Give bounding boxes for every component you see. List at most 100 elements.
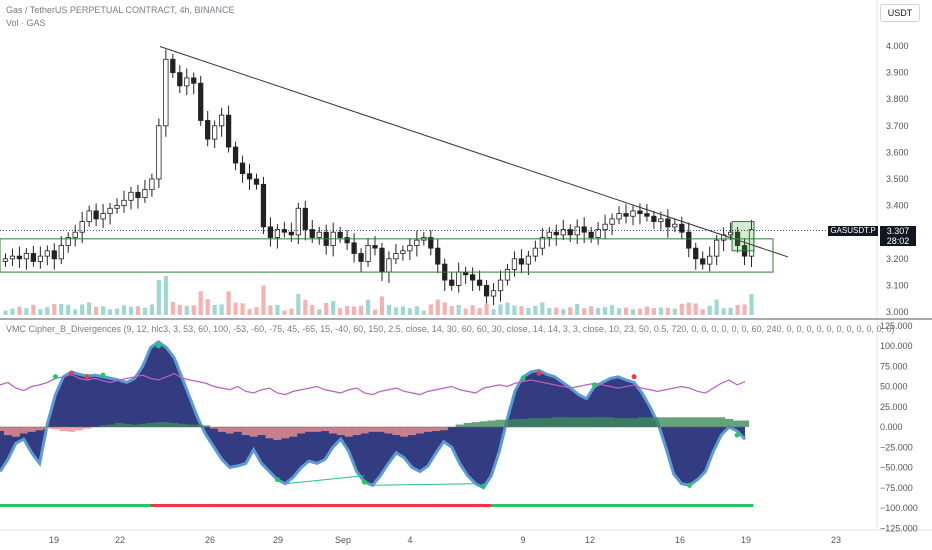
trend-strip	[134, 504, 144, 507]
volume-bar	[184, 305, 189, 315]
trend-strip	[641, 504, 651, 507]
indicator-title: VMC Cipher_B_Divergences (9, 12, hlc3, 3…	[6, 324, 895, 334]
candle-body	[184, 77, 190, 87]
money-flow-bar	[51, 427, 60, 430]
volume-bar	[66, 304, 71, 315]
volume-bar	[735, 305, 740, 315]
trend-strip	[364, 504, 373, 507]
money-flow-bar	[138, 423, 147, 427]
date-tick-label: 19	[741, 535, 751, 545]
candle-body	[281, 229, 288, 233]
candle-body	[637, 210, 643, 214]
volume-bar	[24, 308, 29, 315]
money-flow-bar	[83, 427, 92, 429]
trend-strip	[499, 504, 508, 507]
money-flow-bar	[59, 427, 68, 432]
symbol-title: Gas / TetherUS PERPETUAL CONTRACT, 4h, B…	[6, 5, 235, 15]
trend-strip	[546, 504, 556, 507]
volume-bar	[714, 299, 719, 315]
candle-body	[135, 191, 141, 199]
money-flow-bar	[313, 427, 322, 432]
volume-bar	[240, 303, 245, 315]
candle-body	[65, 237, 71, 246]
volume-bar	[198, 291, 203, 315]
candle-body	[567, 229, 573, 236]
money-flow-bar	[122, 423, 131, 427]
money-flow-bar	[423, 427, 432, 432]
money-flow-bar	[27, 427, 36, 432]
volume-bar	[17, 306, 22, 315]
money-flow-bar	[114, 422, 123, 427]
price-tick-label: 3.100	[886, 280, 909, 290]
candle-body	[44, 250, 50, 257]
candle-body	[225, 114, 232, 148]
volume-bar	[365, 299, 371, 315]
trend-strip	[594, 504, 603, 507]
trend-strip	[467, 504, 477, 507]
price-tick-label: 3.000	[886, 307, 909, 317]
divergence-line	[372, 483, 476, 486]
candle-body	[672, 223, 678, 228]
signal-dot	[480, 483, 486, 489]
candle-body	[483, 284, 490, 297]
date-tick-label: 19	[49, 535, 59, 545]
money-flow-bar	[677, 417, 686, 427]
candle-body	[546, 231, 552, 238]
trend-strip	[475, 504, 484, 507]
trend-strip	[507, 504, 516, 507]
candle-body	[449, 279, 455, 286]
volume-bar	[672, 308, 677, 315]
trend-strip	[649, 504, 659, 507]
trend-strip	[47, 504, 56, 507]
volume-bar	[379, 296, 385, 315]
last-price-tag: 3.307 28:02	[880, 226, 916, 246]
candle-body	[149, 178, 155, 191]
indicator-tick-label: 75.000	[880, 361, 908, 371]
candle-body	[707, 255, 713, 265]
candle-body	[114, 205, 120, 209]
date-tick-label: 4	[407, 535, 412, 545]
trend-strip	[737, 504, 746, 507]
trend-strip	[95, 504, 104, 507]
trend-strip	[39, 504, 49, 507]
volume-bar	[163, 276, 168, 315]
trend-strip	[412, 504, 421, 507]
volume-bar	[261, 285, 266, 315]
money-flow-bar	[35, 427, 44, 431]
trend-strip	[15, 504, 25, 507]
indicator-tick-label: 25.000	[880, 402, 908, 412]
trend-strip	[721, 504, 730, 507]
volume-bar	[386, 305, 392, 315]
candle-body	[365, 245, 371, 262]
candle-body	[616, 213, 622, 220]
volume-bar	[589, 306, 594, 315]
money-flow-bar	[281, 427, 290, 439]
volume-bar	[721, 308, 726, 315]
volume-bar	[568, 307, 573, 315]
indicator-tick-label: 100.000	[880, 341, 913, 351]
last-price: 3.307	[886, 226, 910, 236]
money-flow-bar	[336, 427, 345, 436]
trend-strip	[293, 504, 302, 507]
volume-bar	[94, 306, 99, 315]
volume-bar	[38, 309, 43, 315]
volume-bar	[268, 305, 273, 315]
trend-strip	[301, 504, 310, 507]
trend-strip	[681, 504, 691, 507]
money-flow-bar	[305, 427, 314, 432]
money-flow-bar	[661, 417, 670, 427]
money-flow-bar	[463, 422, 472, 427]
trendline	[159, 46, 789, 258]
price-tick-label: 4.000	[886, 41, 909, 51]
volume-bar	[87, 302, 92, 315]
volume-bar	[114, 308, 120, 315]
candle-body	[400, 250, 406, 254]
money-flow-bar	[590, 417, 599, 427]
volume-bar	[644, 306, 650, 315]
currency-button[interactable]: USDT	[880, 4, 920, 22]
signal-dot	[100, 372, 106, 378]
trend-strip	[626, 504, 635, 507]
volume-label: Vol · GAS	[6, 18, 46, 28]
date-tick-label: 12	[585, 535, 595, 545]
volume-bar	[554, 307, 559, 315]
